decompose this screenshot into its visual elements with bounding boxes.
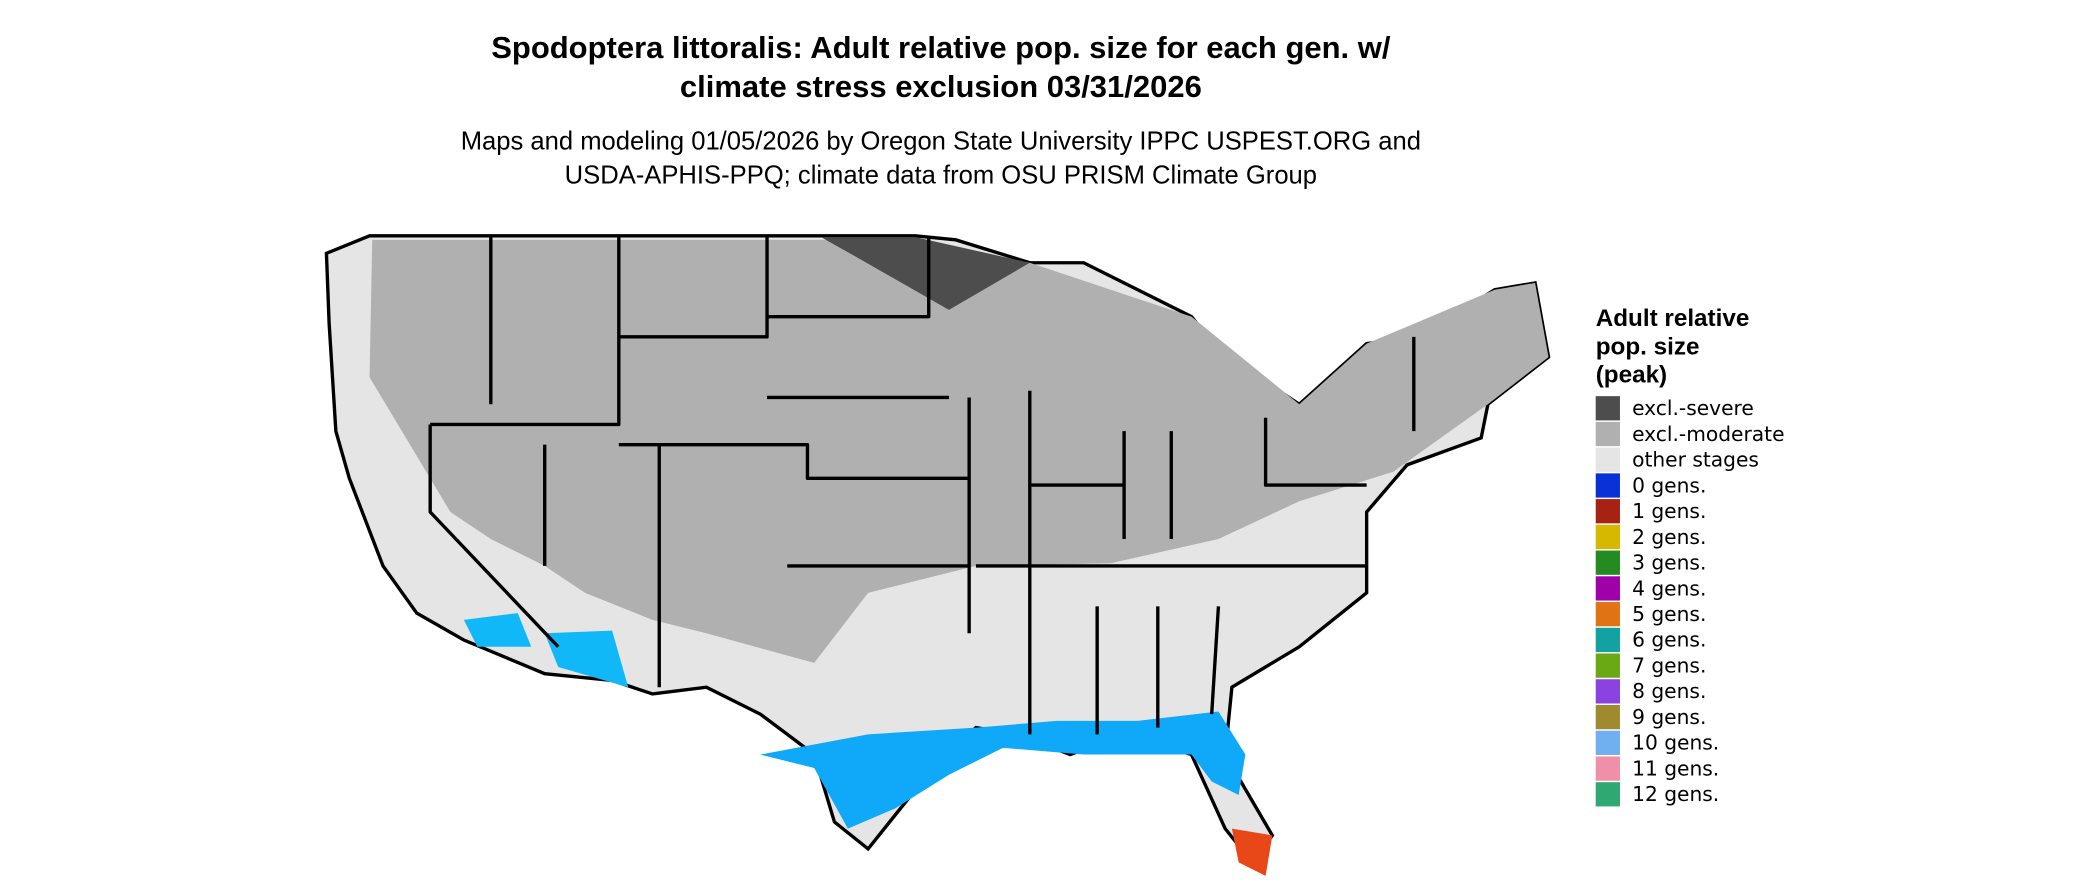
legend-label: 2 gens. — [1632, 525, 1706, 549]
legend-swatch — [1595, 396, 1620, 421]
legend-label: 4 gens. — [1632, 576, 1706, 600]
legend-swatch — [1595, 730, 1620, 755]
legend-swatch — [1595, 499, 1620, 524]
moderate-exclusion-area — [369, 239, 1549, 663]
subtitle-line: Maps and modeling 01/05/2026 by Oregon S… — [461, 128, 1421, 156]
legend-swatch — [1595, 473, 1620, 498]
severe-exclusion-area — [820, 237, 1030, 310]
legend-swatch — [1595, 653, 1620, 678]
legend-swatch — [1595, 421, 1620, 447]
legend-swatch — [1595, 704, 1620, 730]
legend-swatch — [1595, 627, 1620, 653]
legend-swatch — [1595, 550, 1620, 575]
florida-tip-area — [1231, 828, 1273, 876]
legend-swatch — [1595, 447, 1620, 472]
state-lines — [428, 235, 1416, 735]
legend-label: 1 gens. — [1632, 499, 1706, 523]
legend-label: 7 gens. — [1632, 653, 1706, 677]
legend-label: 12 gens. — [1632, 782, 1719, 806]
legend-swatch — [1595, 602, 1620, 627]
legend-label: 8 gens. — [1632, 679, 1706, 703]
arizona-area — [463, 613, 629, 688]
legend-swatch — [1595, 524, 1620, 550]
legend-label: excl.-severe — [1632, 396, 1754, 420]
subtitle-line: USDA-APHIS-PPQ; climate data from OSU PR… — [565, 161, 1317, 189]
legend-label: excl.-moderate — [1632, 422, 1784, 446]
legend-title-line: (peak) — [1596, 362, 1667, 389]
legend-swatch — [1595, 679, 1620, 704]
titles: Spodoptera littoralis: Adult relative po… — [461, 30, 1421, 189]
legend-label: 9 gens. — [1632, 705, 1706, 729]
legend-label: other stages — [1632, 448, 1759, 472]
legend-swatch — [1595, 782, 1620, 807]
legend-label: 6 gens. — [1632, 628, 1706, 652]
us-map — [324, 234, 1551, 876]
title-line: Spodoptera littoralis: Adult relative po… — [491, 30, 1391, 65]
legend-title-line: Adult relative — [1596, 305, 1750, 332]
title-line: climate stress exclusion 03/31/2026 — [680, 69, 1202, 104]
legend-label: 0 gens. — [1632, 473, 1706, 497]
gulf-coast-area — [760, 711, 1246, 829]
legend-label: 10 gens. — [1632, 731, 1719, 755]
legend-label: 5 gens. — [1632, 602, 1706, 626]
legend-label: 11 gens. — [1632, 756, 1719, 780]
legend-title-line: pop. size — [1596, 333, 1700, 360]
legend-swatch — [1595, 576, 1620, 601]
legend-swatch — [1595, 756, 1620, 781]
legend-label: 3 gens. — [1632, 551, 1706, 575]
